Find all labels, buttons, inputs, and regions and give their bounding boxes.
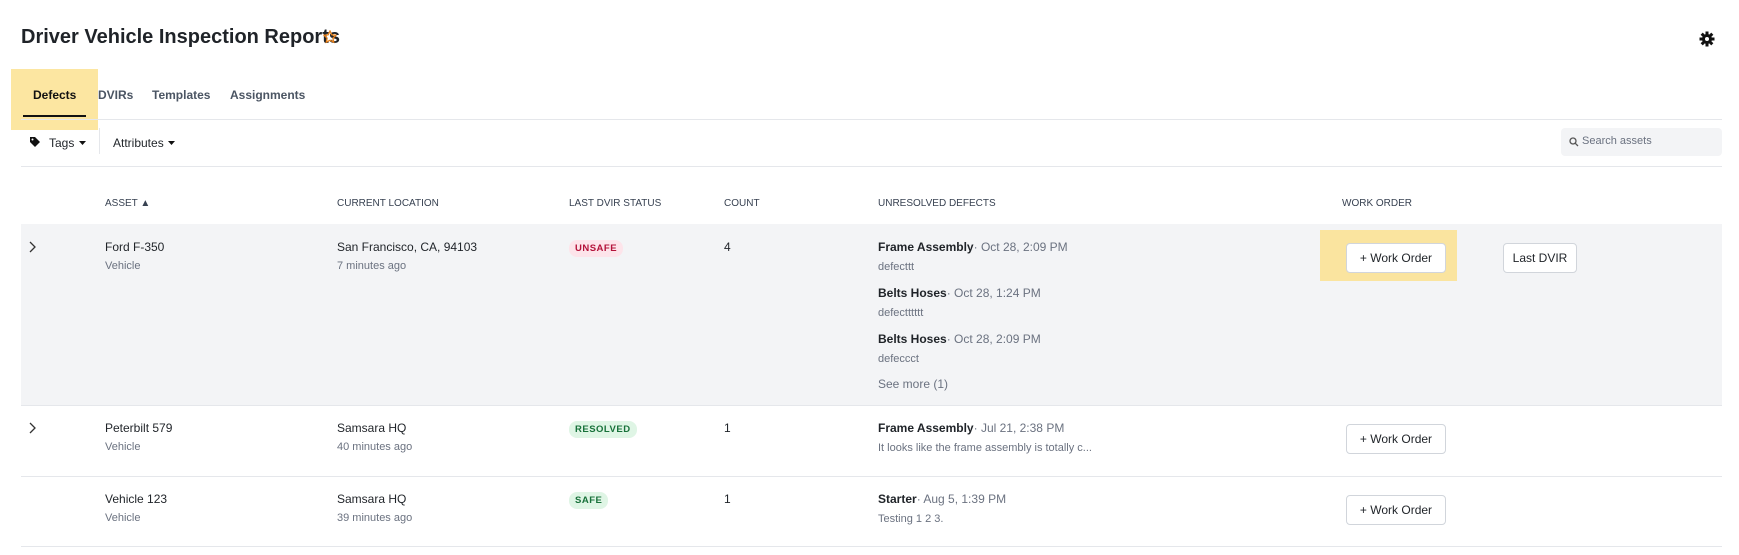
work-order-button[interactable]: + Work Order bbox=[1346, 495, 1446, 525]
defect-note: It looks like the frame assembly is tota… bbox=[878, 442, 1092, 454]
attributes-filter[interactable]: Attributes bbox=[113, 136, 164, 150]
divider bbox=[21, 119, 1722, 120]
defect-time: · Oct 28, 1:24 PM bbox=[946, 286, 1041, 300]
search-box[interactable]: Search assets bbox=[1561, 128, 1722, 156]
defect-note: defeccct bbox=[878, 353, 919, 365]
page-title: Driver Vehicle Inspection Reports bbox=[21, 26, 340, 48]
settings-gear[interactable] bbox=[1699, 31, 1715, 47]
status-badge: RESOLVED bbox=[569, 421, 637, 438]
row-divider bbox=[21, 405, 1722, 406]
defect-title: Frame Assembly· Oct 28, 2:09 PM bbox=[878, 240, 1068, 254]
tab[interactable]: Assignments bbox=[230, 88, 306, 102]
defect-note: Testing 1 2 3. bbox=[878, 513, 944, 525]
caret bbox=[168, 141, 175, 145]
caret bbox=[79, 141, 86, 145]
tab[interactable]: DVIRs bbox=[98, 88, 134, 102]
separator bbox=[99, 128, 100, 154]
defect-name: Frame Assembly bbox=[878, 240, 974, 254]
defect-name: Starter bbox=[878, 492, 917, 506]
column-header: ASSET ▲ bbox=[105, 198, 151, 209]
tab[interactable]: Templates bbox=[152, 88, 211, 102]
defect-note: defecttt bbox=[878, 261, 915, 273]
defect-count: 1 bbox=[724, 492, 731, 506]
tab[interactable]: Defects bbox=[33, 88, 77, 102]
column-header: UNRESOLVED DEFECTS bbox=[878, 198, 996, 209]
location-updated: 40 minutes ago bbox=[337, 441, 413, 453]
column-header: CURRENT LOCATION bbox=[337, 198, 439, 209]
location: San Francisco, CA, 94103 bbox=[337, 240, 478, 254]
defect-title: Starter· Aug 5, 1:39 PM bbox=[878, 492, 1006, 506]
status-badge: SAFE bbox=[569, 492, 609, 509]
defect-count: 4 bbox=[724, 240, 731, 254]
work-order-button[interactable]: + Work Order bbox=[1346, 424, 1446, 454]
defect-name: Belts Hoses bbox=[878, 332, 947, 346]
work-order-button[interactable]: + Work Order bbox=[1346, 243, 1446, 273]
defect-title: Belts Hoses· Oct 28, 2:09 PM bbox=[878, 332, 1041, 346]
defect-name: Frame Assembly bbox=[878, 421, 974, 435]
favorite-star[interactable] bbox=[323, 30, 337, 44]
column-header: WORK ORDER bbox=[1342, 198, 1412, 209]
defect-time: · Oct 28, 2:09 PM bbox=[946, 332, 1041, 346]
see-more[interactable]: See more (1) bbox=[878, 377, 949, 391]
defect-time: · Aug 5, 1:39 PM bbox=[916, 492, 1007, 506]
selected-row-bg bbox=[21, 224, 1722, 405]
defect-name: Belts Hoses bbox=[878, 286, 947, 300]
asset-name: Vehicle 123 bbox=[105, 492, 168, 506]
search-placeholder: Search assets bbox=[1582, 135, 1652, 147]
row-divider bbox=[21, 546, 1722, 547]
asset-type: Vehicle bbox=[105, 512, 141, 524]
location: Samsara HQ bbox=[337, 492, 407, 506]
column-header: LAST DVIR STATUS bbox=[569, 198, 662, 209]
defect-count: 1 bbox=[724, 421, 731, 435]
asset-name: Ford F-350 bbox=[105, 240, 165, 254]
location-updated: 7 minutes ago bbox=[337, 260, 407, 272]
expand-row[interactable] bbox=[28, 241, 36, 253]
tag-icon bbox=[30, 137, 40, 147]
status-badge: UNSAFE bbox=[569, 240, 624, 257]
column-header: COUNT bbox=[724, 198, 760, 209]
defect-time: · Oct 28, 2:09 PM bbox=[973, 240, 1068, 254]
row-divider bbox=[21, 476, 1722, 477]
location: Samsara HQ bbox=[337, 421, 407, 435]
defect-title: Frame Assembly· Jul 21, 2:38 PM bbox=[878, 421, 1064, 435]
defect-note: defectttttt bbox=[878, 307, 924, 319]
asset-type: Vehicle bbox=[105, 260, 141, 272]
active-tab-underline bbox=[23, 115, 86, 117]
asset-type: Vehicle bbox=[105, 441, 141, 453]
expand-row[interactable] bbox=[28, 422, 36, 434]
location-updated: 39 minutes ago bbox=[337, 512, 413, 524]
divider bbox=[21, 166, 1722, 167]
search-icon bbox=[1569, 137, 1579, 147]
defect-title: Belts Hoses· Oct 28, 1:24 PM bbox=[878, 286, 1041, 300]
defect-time: · Jul 21, 2:38 PM bbox=[973, 421, 1065, 435]
tags-filter[interactable]: Tags bbox=[49, 136, 75, 150]
asset-name: Peterbilt 579 bbox=[105, 421, 173, 435]
last-dvir-button[interactable]: Last DVIR bbox=[1503, 243, 1577, 273]
